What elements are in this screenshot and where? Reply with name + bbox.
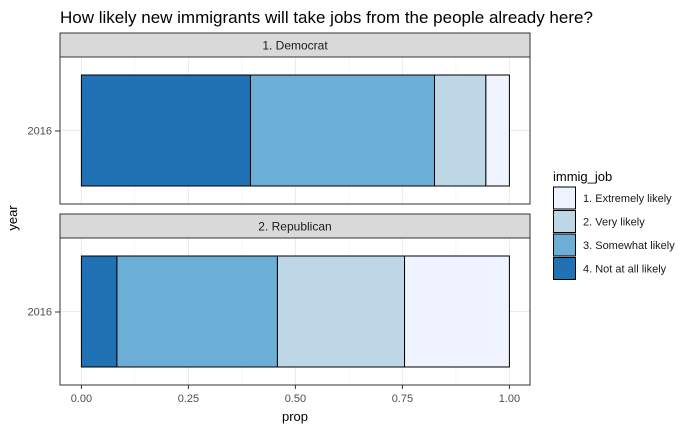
legend-label-3-somewhat-likely: 3. Somewhat likely (583, 240, 675, 252)
bar-republican-4-not-at-all-likely (81, 256, 117, 367)
legend-label-4-not-at-all-likely: 4. Not at all likely (583, 264, 667, 276)
y-tick-label-republican: 2016 (28, 307, 52, 319)
bar-democrat-3-somewhat-likely (250, 75, 434, 186)
legend-label-2-very-likely: 2. Very likely (583, 217, 645, 229)
bars-republican (81, 256, 509, 367)
x-tick-label: 0.25 (178, 393, 199, 405)
chart-title: How likely new immigrants will take jobs… (60, 8, 593, 27)
legend-key-4-not-at-all-likely (554, 258, 576, 280)
bar-republican-1-extremely-likely (405, 256, 510, 367)
facet-panel-republican: 2. Republican 2016 (28, 214, 530, 385)
y-axis-label: year (5, 205, 20, 231)
x-tick-label: 0.00 (71, 393, 92, 405)
x-tick-label: 0.75 (392, 393, 413, 405)
bar-democrat-2-very-likely (435, 75, 486, 186)
y-tick-label-democrat: 2016 (28, 126, 52, 138)
legend-label-1-extremely-likely: 1. Extremely likely (583, 193, 672, 205)
facet-panel-democrat: 1. Democrat 2016 (28, 33, 530, 204)
bar-republican-2-very-likely (277, 256, 404, 367)
bar-republican-3-somewhat-likely (117, 256, 278, 367)
x-tick-label: 0.50 (285, 393, 306, 405)
facet-strip-label-democrat: 1. Democrat (262, 39, 328, 53)
bar-democrat-1-extremely-likely (486, 75, 510, 186)
legend-key-1-extremely-likely (554, 187, 576, 209)
x-axis-label: prop (282, 409, 308, 424)
legend-title: immig_job (553, 169, 612, 184)
bar-democrat-4-not-at-all-likely (81, 75, 250, 186)
x-tick-label: 1.00 (499, 393, 520, 405)
legend-key-3-somewhat-likely (554, 234, 576, 256)
legend-key-2-very-likely (554, 211, 576, 233)
bars-democrat (81, 75, 509, 186)
facet-strip-label-republican: 2. Republican (258, 220, 331, 234)
